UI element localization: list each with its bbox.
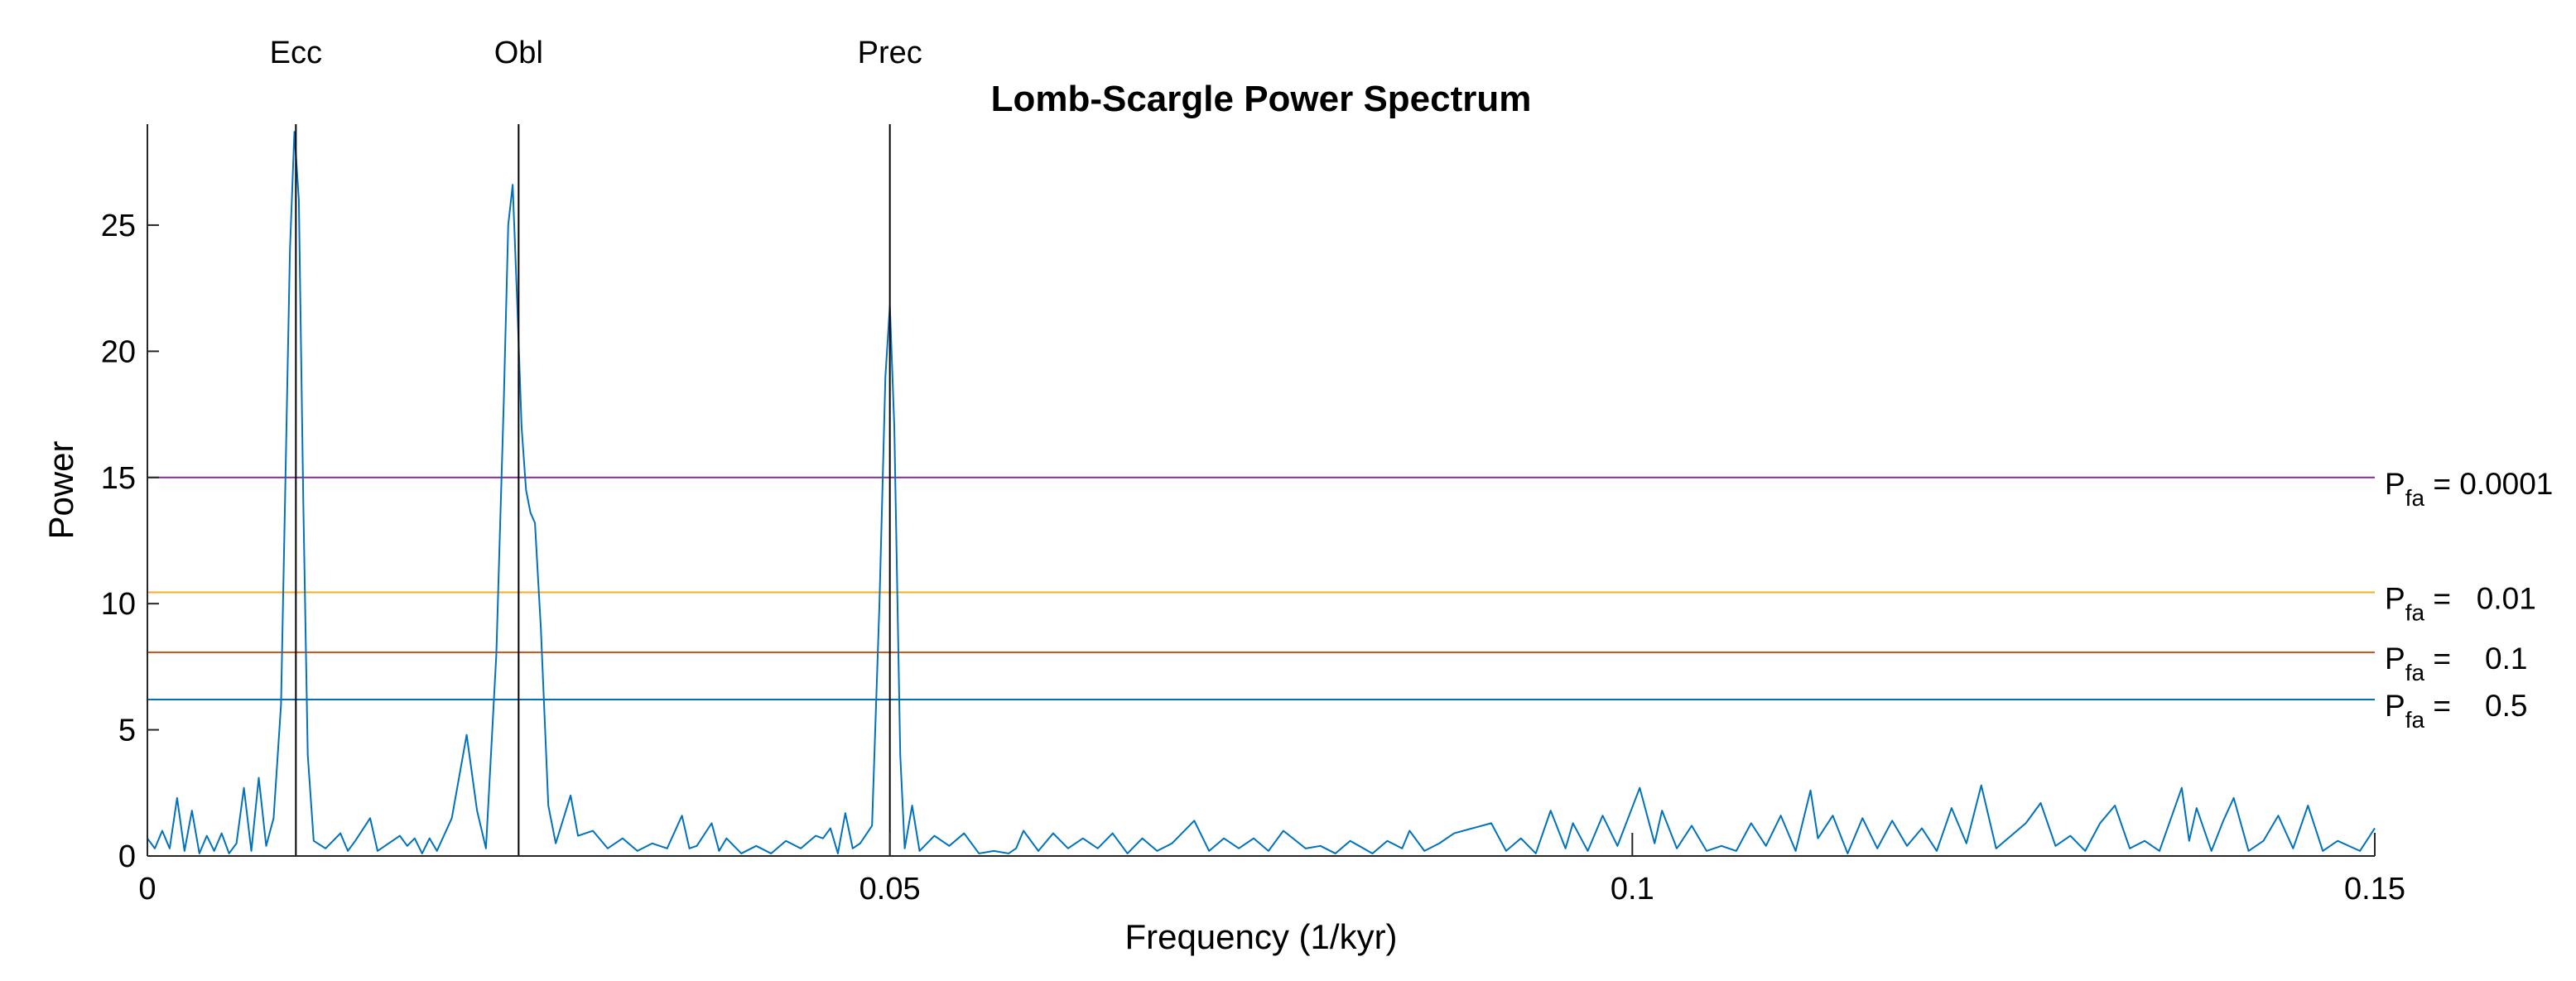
- y-axis-label: Power: [41, 440, 80, 539]
- threshold-label: Pfa = 0.5: [2385, 689, 2528, 733]
- y-tick-label: 25: [101, 209, 136, 243]
- annotation-label: Obl: [494, 36, 543, 70]
- x-tick-label: 0.1: [1611, 872, 1654, 906]
- threshold-label-sub: fa: [2405, 485, 2425, 511]
- threshold-label-p: P: [2385, 581, 2405, 615]
- y-tick-label: 0: [118, 839, 136, 874]
- y-tick-label: 20: [101, 334, 136, 369]
- x-tick-label: 0.15: [2344, 872, 2405, 906]
- y-tick-label: 10: [101, 587, 136, 622]
- threshold-label: Pfa = 0.1: [2385, 642, 2528, 685]
- y-tick-label: 15: [101, 461, 136, 496]
- threshold-label-sub: fa: [2405, 707, 2425, 733]
- y-tick-label: 5: [118, 714, 136, 748]
- x-tick-label: 0: [138, 872, 156, 906]
- threshold-label-sub: fa: [2405, 599, 2425, 625]
- threshold-label-text: = 0.5: [2424, 689, 2527, 723]
- x-axis-label: Frequency (1/kyr): [1124, 917, 1397, 956]
- annotation-label: Ecc: [270, 36, 322, 70]
- annotation-label: Prec: [858, 36, 922, 70]
- threshold-label-p: P: [2385, 467, 2405, 501]
- series-line: [147, 131, 2376, 854]
- threshold-label-text: = 0.1: [2424, 642, 2527, 676]
- threshold-label-text: = 0.01: [2424, 581, 2536, 615]
- threshold-label-p: P: [2385, 689, 2405, 723]
- threshold-label: Pfa = 0.01: [2385, 581, 2536, 625]
- chart-title: Lomb-Scargle Power Spectrum: [991, 79, 1532, 119]
- threshold-label: Pfa = 0.0001: [2385, 467, 2553, 511]
- threshold-label-sub: fa: [2405, 660, 2425, 685]
- x-tick-label: 0.05: [859, 872, 921, 906]
- threshold-label-p: P: [2385, 642, 2405, 676]
- threshold-label-text: = 0.0001: [2424, 467, 2553, 501]
